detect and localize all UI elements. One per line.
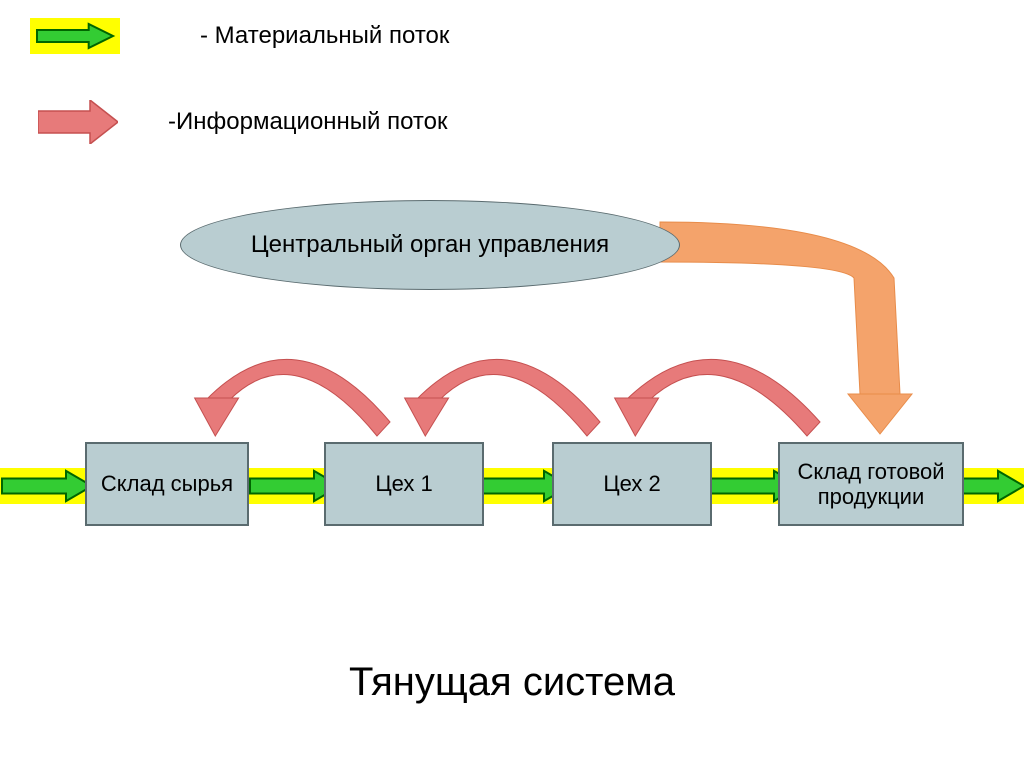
info-arrow-icon	[38, 100, 118, 144]
workshop-2-label: Цех 2	[603, 471, 660, 496]
workshop-2-node: Цех 2	[552, 442, 712, 526]
central-control-label: Центральный орган управления	[251, 231, 609, 259]
workshop-1-node: Цех 1	[324, 442, 484, 526]
finished-warehouse-node: Склад готовой продукции	[778, 442, 964, 526]
legend-info-label: -Информационный поток	[168, 108, 448, 136]
diagram-title: Тянущая система	[0, 660, 1024, 705]
raw-warehouse-node: Склад сырья	[85, 442, 249, 526]
finished-warehouse-label: Склад готовой продукции	[780, 459, 962, 510]
raw-warehouse-label: Склад сырья	[101, 471, 233, 496]
material-arrow-icon	[30, 18, 120, 54]
diagram-svg	[0, 0, 1024, 767]
legend-info: -Информационный поток	[38, 100, 118, 144]
legend-material: - Материальный поток	[30, 18, 120, 54]
workshop-1-label: Цех 1	[375, 471, 432, 496]
central-control-node: Центральный орган управления	[180, 200, 680, 290]
legend-material-label: - Материальный поток	[200, 22, 449, 50]
